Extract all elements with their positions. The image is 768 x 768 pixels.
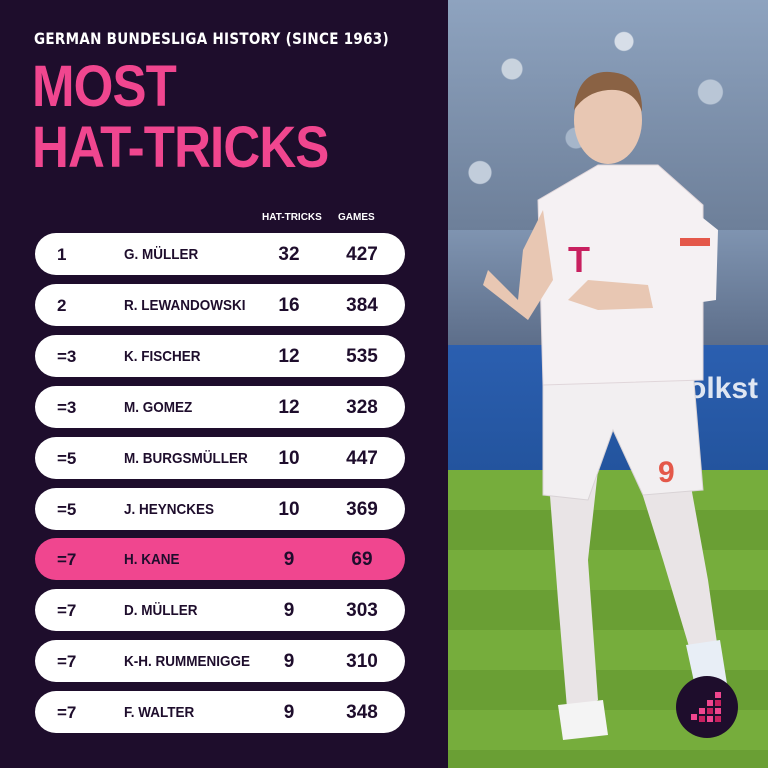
row-hat-tricks: 12 — [278, 346, 300, 367]
row-rank: =7 — [57, 652, 77, 671]
row-hat-tricks: 10 — [278, 499, 300, 520]
row-games: 535 — [346, 346, 378, 367]
row-games: 310 — [346, 651, 378, 672]
column-header-hat-tricks: HAT-TRICKS — [262, 212, 322, 223]
row-hat-tricks: 16 — [278, 295, 300, 316]
player-figure: 9 T — [483, 71, 728, 740]
row-rank: =7 — [57, 601, 77, 620]
row-hat-tricks: 32 — [278, 244, 300, 265]
page-title: MOST HAT-TRICKS — [32, 54, 329, 180]
row-rank: 2 — [57, 296, 67, 315]
row-games: 348 — [346, 702, 378, 723]
row-rank: =7 — [57, 703, 77, 722]
row-hat-tricks: 9 — [283, 702, 295, 723]
row-games: 369 — [346, 499, 378, 520]
player-photo: olkst 9 T — [448, 0, 768, 768]
brand-logo-icon — [691, 692, 721, 722]
row-rank: =3 — [57, 398, 77, 417]
row-hat-tricks: 9 — [283, 549, 295, 570]
row-games: 427 — [346, 244, 378, 265]
row-games: 303 — [346, 600, 378, 621]
row-hat-tricks: 12 — [278, 397, 300, 418]
row-games: 69 — [351, 549, 373, 570]
row-hat-tricks: 10 — [278, 448, 300, 469]
table-row: =7 K-H. RUMMENIGGE 9 310 — [35, 640, 405, 682]
svg-text:T: T — [568, 239, 590, 280]
row-hat-tricks: 9 — [283, 600, 295, 621]
brand-logo — [676, 676, 738, 738]
row-games: 328 — [346, 397, 378, 418]
title-line-2: HAT-TRICKS — [32, 115, 329, 180]
left-panel: GERMAN BUNDESLIGA HISTORY (SINCE 1963) M… — [32, 29, 405, 733]
row-games: 447 — [346, 448, 378, 469]
subtitle: GERMAN BUNDESLIGA HISTORY (SINCE 1963) — [34, 29, 389, 49]
row-player-name: K-H. RUMMENIGGE — [124, 653, 250, 670]
row-player-name: M. BURGSMÜLLER — [124, 450, 248, 467]
table-row: =7 F. WALTER 9 348 — [35, 691, 405, 733]
row-player-name: K. FISCHER — [124, 348, 201, 365]
table-row: =3 M. GOMEZ 12 328 — [35, 386, 405, 428]
row-player-name: M. GOMEZ — [124, 399, 193, 416]
table-row-highlighted: =7 H. KANE 9 69 — [35, 538, 405, 580]
row-rank: =5 — [57, 449, 77, 468]
row-player-name: H. KANE — [124, 551, 180, 568]
row-player-name: D. MÜLLER — [124, 602, 198, 619]
table-row: =5 J. HEYNCKES 10 369 — [35, 488, 405, 530]
table-row: =5 M. BURGSMÜLLER 10 447 — [35, 437, 405, 479]
jersey-number: 9 — [658, 456, 675, 489]
row-player-name: J. HEYNCKES — [124, 501, 215, 518]
row-hat-tricks: 9 — [283, 651, 295, 672]
table-row: 2 R. LEWANDOWSKI 16 384 — [35, 284, 405, 326]
table-row: 1 G. MÜLLER 32 427 — [35, 233, 405, 275]
row-player-name: F. WALTER — [124, 704, 195, 721]
row-rank: 1 — [57, 245, 67, 264]
column-header-games: GAMES — [338, 212, 375, 223]
row-rank: =3 — [57, 347, 77, 366]
title-line-1: MOST — [32, 54, 177, 119]
row-rank: =5 — [57, 500, 77, 519]
row-rank: =7 — [57, 550, 77, 569]
row-games: 384 — [346, 295, 378, 316]
table-row: =7 D. MÜLLER 9 303 — [35, 589, 405, 631]
row-player-name: G. MÜLLER — [124, 246, 199, 263]
row-player-name: R. LEWANDOWSKI — [124, 297, 246, 314]
table-row: =3 K. FISCHER 12 535 — [35, 335, 405, 377]
